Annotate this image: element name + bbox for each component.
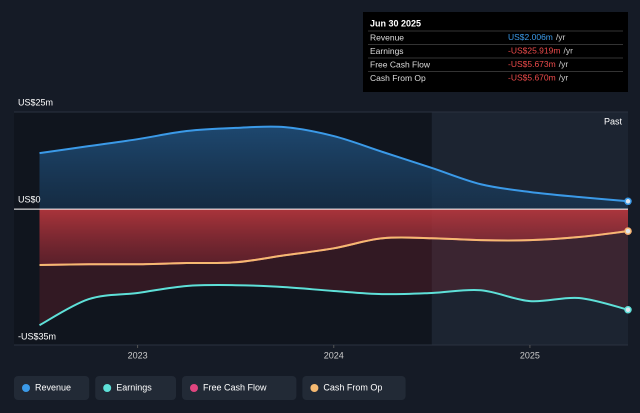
tooltip-value: US$2.006m/yr [508,32,566,42]
legend-label[interactable]: Revenue [35,382,71,392]
legend-swatch [310,384,319,392]
tooltip-value-number: -US$5.670m [508,73,556,83]
end-point [624,227,632,235]
x-tick-label: 2023 [128,350,148,360]
x-tick-label: 2024 [324,350,344,360]
legend-button[interactable] [182,376,297,400]
tooltip-label: Free Cash Flow [370,59,431,69]
legend-swatch [103,384,112,392]
tooltip-unit: /yr [559,73,569,83]
tooltip-box [363,12,628,92]
legend-item[interactable]: Cash From Op [302,376,406,400]
end-point [624,305,632,314]
legend-button[interactable] [95,376,176,400]
series-line [39,284,629,327]
shaded-label: Past [604,116,623,126]
series-line [39,125,629,203]
tooltip-unit: /yr [563,46,573,56]
legend-label[interactable]: Free Cash Flow [203,382,267,392]
tooltip-unit: /yr [556,32,566,42]
tooltip-value: -US$25.919m/yr [508,46,573,56]
area [39,209,629,266]
tooltip-value: -US$5.670m/yr [508,73,568,83]
tooltip: Jun 30 2025 Revenue US$2.006m/yr Earnings -… [363,12,628,92]
legend-label[interactable]: Earnings [116,382,152,392]
y-tick-label: US$25m [18,97,53,107]
x-tick-label: 2025 [520,350,540,360]
legend-button[interactable] [14,376,90,400]
legend-swatch [22,384,30,392]
y-tick-label: US$0 [18,194,41,204]
tooltip-label: Earnings [370,46,404,56]
tooltip-value-number: -US$5.673m [508,59,556,69]
legend-label[interactable]: Cash From Op [323,382,382,392]
legend-swatch [190,384,198,392]
tooltip-label: Revenue [370,32,404,42]
end-point [624,197,632,206]
legend-button[interactable] [302,376,406,400]
legend-item[interactable]: Free Cash Flow [182,376,297,400]
tooltip-unit: /yr [559,59,569,69]
series-line [39,230,629,267]
tooltip-title: Jun 30 2025 [370,18,421,28]
legend-item[interactable]: Earnings [95,376,176,400]
area [39,126,629,210]
tooltip-value-number: US$2.006m [508,32,553,42]
y-tick-label: -US$35m [18,331,56,341]
tooltip-label: Cash From Op [370,73,426,83]
tooltip-value: -US$5.673m/yr [508,59,568,69]
tooltip-value-number: -US$25.919m [508,46,560,56]
legend-item[interactable]: Revenue [14,376,90,400]
